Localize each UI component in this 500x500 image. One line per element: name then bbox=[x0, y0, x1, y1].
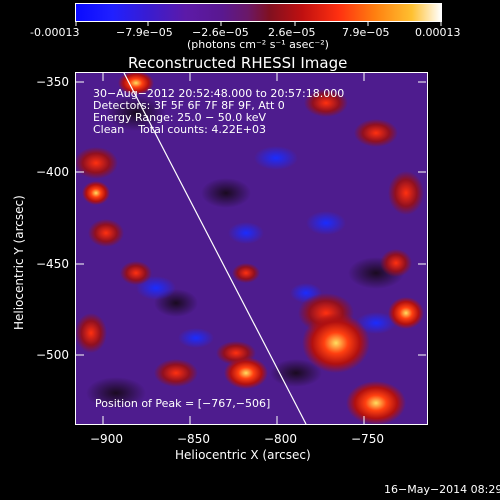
y-axis-label: Heliocentric Y (arcsec) bbox=[12, 195, 26, 330]
colorbar-tick-label: -0.00013 bbox=[30, 26, 80, 39]
x-tick-label: −900 bbox=[90, 432, 123, 446]
colorbar-tick-label: −7.9e−05 bbox=[116, 26, 173, 39]
plot-title: Reconstructed RHESSI Image bbox=[128, 54, 348, 72]
y-tick-label: −500 bbox=[36, 348, 69, 362]
x-axis-label: Heliocentric X (arcsec) bbox=[175, 448, 311, 462]
info-line-time: 30−Aug−2012 20:52:48.000 to 20:57:18.000 bbox=[93, 87, 345, 100]
colorbar-tick-label: 0.00013 bbox=[415, 26, 461, 39]
y-tick-label: −400 bbox=[36, 165, 69, 179]
x-tick-label: −850 bbox=[177, 432, 210, 446]
colorbar bbox=[75, 3, 442, 22]
info-line-energy: Energy Range: 25.0 − 50.0 keV bbox=[93, 111, 267, 124]
colorbar-tick-marks bbox=[75, 21, 442, 26]
y-tick-label: −450 bbox=[36, 257, 69, 271]
y-tick-label: −350 bbox=[36, 75, 69, 89]
x-tick-label: −750 bbox=[351, 432, 384, 446]
colorbar-tick-label: 2.6e−05 bbox=[268, 26, 316, 39]
colorbar-units-label: (photons cm⁻² s⁻¹ asec⁻²) bbox=[187, 38, 329, 51]
plot-frame bbox=[75, 72, 428, 425]
info-line-clean: Clean Total counts: 4.22E+03 bbox=[93, 123, 267, 136]
info-line-detectors: Detectors: 3F 5F 6F 7F 8F 9F, Att 0 bbox=[93, 99, 285, 112]
solar-limb-line bbox=[123, 73, 307, 424]
x-tick-label: −800 bbox=[264, 432, 297, 446]
footer-date: 16−May−2014 08:29 bbox=[384, 483, 500, 496]
rhessi-image bbox=[76, 73, 427, 424]
colorbar-tick-label: 7.9e−05 bbox=[342, 26, 390, 39]
peak-position-label: Position of Peak = [−767,−506] bbox=[95, 397, 271, 410]
colorbar-tick-label: −2.6e−05 bbox=[192, 26, 249, 39]
